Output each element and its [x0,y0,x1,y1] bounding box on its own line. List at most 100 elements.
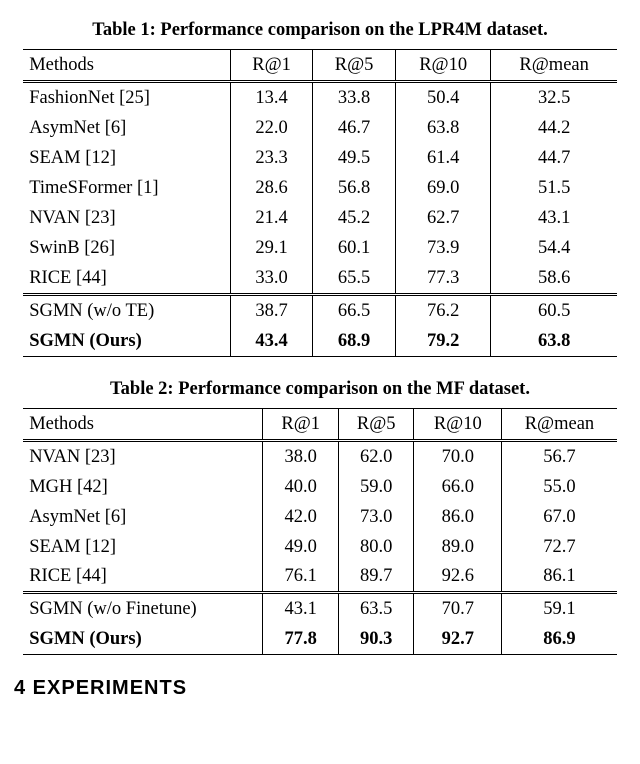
table-cell: 44.7 [491,143,617,173]
t1-col-methods: Methods [23,49,230,81]
table-cell: 86.9 [502,624,617,654]
table-row: FashionNet [25]13.433.850.432.5 [23,81,617,112]
table-cell: 89.7 [338,561,414,592]
table-cell: 51.5 [491,173,617,203]
table-cell: 86.1 [502,561,617,592]
table-cell: 55.0 [502,472,617,502]
table-row: TimeSFormer [1]28.656.869.051.5 [23,173,617,203]
table-cell: 61.4 [395,143,491,173]
table-cell: 72.7 [502,532,617,562]
table-cell: 62.7 [395,203,491,233]
table-cell: 65.5 [313,263,395,294]
t2-col-rmean: R@mean [502,408,617,440]
table-cell: 44.2 [491,113,617,143]
table2-body: NVAN [23]38.062.070.056.7MGH [42]40.059.… [23,440,617,655]
table-cell: 13.4 [230,81,312,112]
t2-col-r5: R@5 [338,408,414,440]
table1: Methods R@1 R@5 R@10 R@mean FashionNet [… [23,49,617,357]
table-cell: 43.1 [491,203,617,233]
table-cell: AsymNet [6] [23,502,263,532]
table-cell: 66.0 [414,472,502,502]
table-cell: 60.1 [313,233,395,263]
table-cell: RICE [44] [23,263,230,294]
table-row: RICE [44]33.065.577.358.6 [23,263,617,294]
table-cell: 63.8 [491,326,617,356]
table-cell: 54.4 [491,233,617,263]
table-row: SGMN (Ours)77.890.392.786.9 [23,624,617,654]
table-cell: 49.0 [263,532,339,562]
table-cell: TimeSFormer [1] [23,173,230,203]
table-cell: 22.0 [230,113,312,143]
table-cell: 76.1 [263,561,339,592]
table-cell: 42.0 [263,502,339,532]
table-row: SGMN (Ours)43.468.979.263.8 [23,326,617,356]
table-cell: 50.4 [395,81,491,112]
table-cell: 28.6 [230,173,312,203]
t2-col-r10: R@10 [414,408,502,440]
table-cell: 38.7 [230,294,312,325]
table-cell: SwinB [26] [23,233,230,263]
table2-header-row: Methods R@1 R@5 R@10 R@mean [23,408,617,440]
table-cell: 63.8 [395,113,491,143]
table-cell: 80.0 [338,532,414,562]
table-cell: 69.0 [395,173,491,203]
table-cell: SGMN (Ours) [23,624,263,654]
table-cell: RICE [44] [23,561,263,592]
table-cell: 45.2 [313,203,395,233]
table1-caption: Table 1: Performance comparison on the L… [14,18,626,43]
table-cell: 29.1 [230,233,312,263]
table-row: AsymNet [6]42.073.086.067.0 [23,502,617,532]
table-row: SEAM [12]49.080.089.072.7 [23,532,617,562]
table-row: NVAN [23]38.062.070.056.7 [23,440,617,471]
table-cell: 60.5 [491,294,617,325]
table-cell: MGH [42] [23,472,263,502]
table-row: MGH [42]40.059.066.055.0 [23,472,617,502]
table-cell: 70.0 [414,440,502,471]
table-cell: 77.3 [395,263,491,294]
table-cell: 56.7 [502,440,617,471]
table-cell: 33.0 [230,263,312,294]
table-cell: 49.5 [313,143,395,173]
table-cell: 59.1 [502,593,617,624]
t1-col-r1: R@1 [230,49,312,81]
t2-col-methods: Methods [23,408,263,440]
table-cell: SGMN (w/o Finetune) [23,593,263,624]
table-row: NVAN [23]21.445.262.743.1 [23,203,617,233]
table-cell: FashionNet [25] [23,81,230,112]
table-cell: NVAN [23] [23,440,263,471]
table-cell: 63.5 [338,593,414,624]
table-cell: 62.0 [338,440,414,471]
table-cell: 40.0 [263,472,339,502]
table-row: AsymNet [6]22.046.763.844.2 [23,113,617,143]
table-cell: SEAM [12] [23,143,230,173]
table-cell: 43.1 [263,593,339,624]
table-cell: 92.7 [414,624,502,654]
t1-col-r10: R@10 [395,49,491,81]
table1-body: FashionNet [25]13.433.850.432.5AsymNet [… [23,81,617,356]
table-row: SGMN (w/o TE)38.766.576.260.5 [23,294,617,325]
table-row: SwinB [26]29.160.173.954.4 [23,233,617,263]
table2: Methods R@1 R@5 R@10 R@mean NVAN [23]38.… [23,408,617,656]
table-cell: 86.0 [414,502,502,532]
table-row: RICE [44]76.189.792.686.1 [23,561,617,592]
table-cell: 23.3 [230,143,312,173]
table-cell: 38.0 [263,440,339,471]
table-cell: 32.5 [491,81,617,112]
t2-col-r1: R@1 [263,408,339,440]
table-cell: AsymNet [6] [23,113,230,143]
table-cell: 21.4 [230,203,312,233]
table-cell: SGMN (w/o TE) [23,294,230,325]
table2-caption: Table 2: Performance comparison on the M… [14,377,626,402]
table-cell: 59.0 [338,472,414,502]
table-cell: NVAN [23] [23,203,230,233]
section-heading: 4 EXPERIMENTS [14,675,626,702]
table-cell: 68.9 [313,326,395,356]
table-cell: 90.3 [338,624,414,654]
table-cell: 67.0 [502,502,617,532]
table1-header-row: Methods R@1 R@5 R@10 R@mean [23,49,617,81]
table-cell: 43.4 [230,326,312,356]
table-cell: 77.8 [263,624,339,654]
table-cell: 73.9 [395,233,491,263]
table-cell: 46.7 [313,113,395,143]
t1-col-rmean: R@mean [491,49,617,81]
